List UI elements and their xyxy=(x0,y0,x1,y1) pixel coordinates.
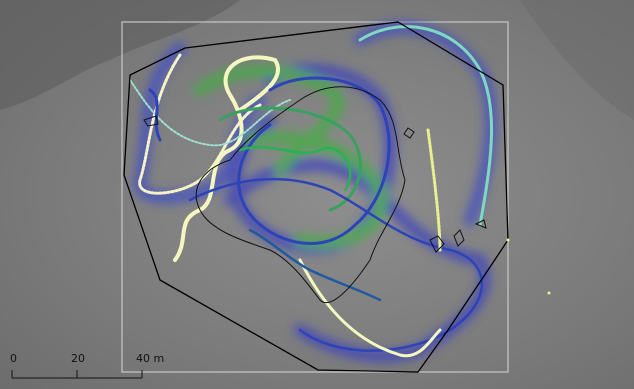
point xyxy=(548,292,551,295)
point xyxy=(507,239,510,242)
scale-label: 0 xyxy=(10,352,17,365)
scale-label: 20 xyxy=(71,352,85,365)
map: 0 20 40 m xyxy=(0,0,634,389)
scale-label: 40 m xyxy=(136,352,164,365)
